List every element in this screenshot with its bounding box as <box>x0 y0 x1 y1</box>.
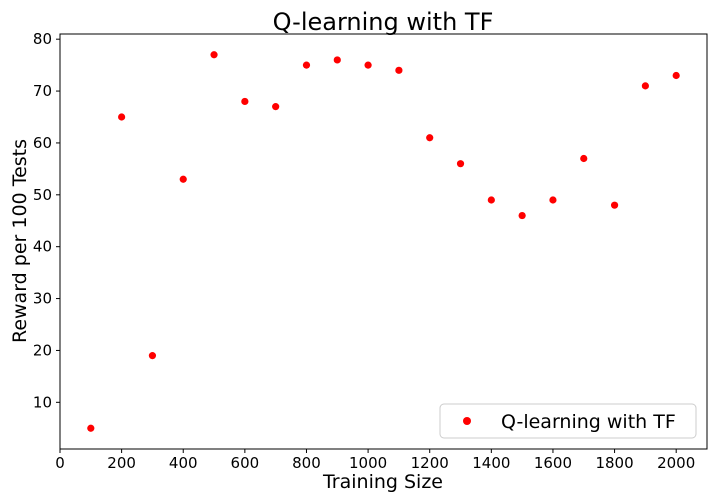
x-tick-label: 1400 <box>472 454 510 472</box>
y-tick-label: 10 <box>33 393 52 411</box>
y-axis-label: Reward per 100 Tests <box>9 139 31 343</box>
x-tick-label: 2000 <box>657 454 695 472</box>
data-point <box>672 71 680 80</box>
data-point <box>118 113 126 121</box>
data-point <box>426 134 434 142</box>
legend-label: Q-learning with TF <box>501 411 676 433</box>
plot-frame <box>59 33 708 450</box>
legend: Q-learning with TF <box>439 403 697 439</box>
data-point <box>610 201 619 209</box>
x-tick-label: 1200 <box>411 454 449 472</box>
data-point <box>364 61 372 69</box>
data-point <box>395 66 403 74</box>
legend-box <box>439 403 697 439</box>
y-tick-label: 30 <box>33 290 52 308</box>
data-point <box>549 196 557 204</box>
y-tick-label: 80 <box>33 30 52 48</box>
data-point <box>518 211 526 220</box>
y-tick-label: 70 <box>33 82 52 100</box>
data-points <box>87 51 680 432</box>
data-point <box>148 352 157 360</box>
y-tick-label: 20 <box>33 341 52 359</box>
x-tick-label: 0 <box>55 454 65 472</box>
legend-marker <box>463 417 471 425</box>
data-point <box>641 82 649 90</box>
data-point <box>333 56 341 64</box>
x-axis: 0 200 400 600 800 1000 1200 1400 1600 1800 2000 <box>55 449 695 472</box>
data-point <box>241 97 249 106</box>
data-point <box>456 160 465 168</box>
data-point <box>302 61 311 69</box>
y-axis: 10 20 30 40 50 60 70 80 <box>33 30 60 411</box>
x-tick-label: 1000 <box>349 454 387 472</box>
data-point <box>272 103 280 111</box>
x-tick-label: 1600 <box>534 454 572 472</box>
x-tick-label: 600 <box>231 454 260 472</box>
data-point <box>580 154 588 163</box>
y-tick-label: 60 <box>33 134 52 152</box>
chart-title: Q-learning with TF <box>273 8 494 36</box>
x-tick-label: 200 <box>107 454 136 472</box>
x-tick-label: 800 <box>292 454 321 472</box>
data-point <box>87 424 95 432</box>
x-tick-label: 1800 <box>595 454 633 472</box>
x-tick-label: 400 <box>169 454 198 472</box>
data-point <box>487 196 495 204</box>
data-point <box>179 175 187 183</box>
x-axis-label: Training Size <box>322 471 443 493</box>
data-point <box>210 51 218 59</box>
y-tick-label: 50 <box>33 186 52 204</box>
y-tick-label: 40 <box>33 238 52 256</box>
